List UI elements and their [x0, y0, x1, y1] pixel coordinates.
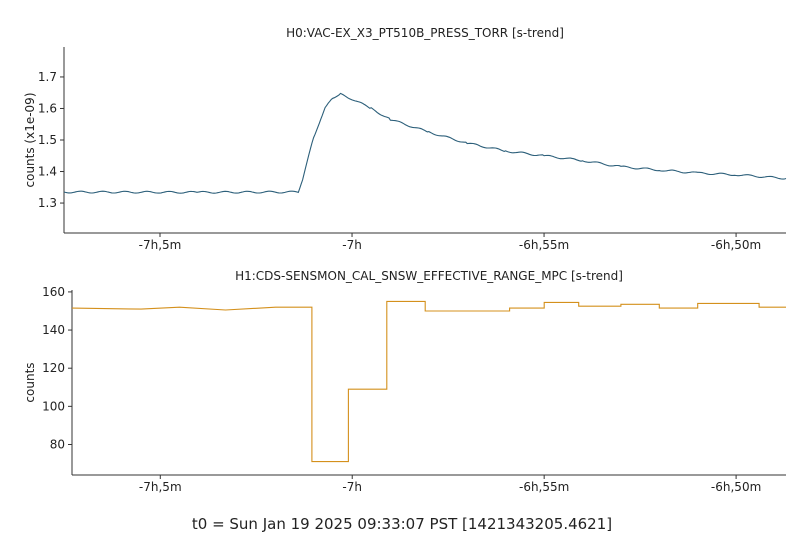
chart-canvas: H0:VAC-EX_X3_PT510B_PRESS_TORR [s-trend]… — [23, 26, 787, 494]
chart1-ytick-label: 1.7 — [38, 70, 57, 84]
chart1-ytick-label: 1.3 — [38, 196, 57, 210]
chart2-ytick-label: 140 — [42, 323, 65, 337]
chart2-ytick-label: 100 — [42, 399, 65, 413]
chart1-xtick-label: -6h,50m — [711, 238, 761, 252]
chart2-ytick-label: 80 — [50, 437, 65, 451]
chart1-ytick-label: 1.6 — [38, 101, 57, 115]
chart2-xtick-label: -7h,5m — [139, 480, 182, 494]
chart2-title: H1:CDS-SENSMON_CAL_SNSW_EFFECTIVE_RANGE_… — [235, 269, 623, 283]
chart1-ylabel: counts (x1e-09) — [23, 92, 37, 187]
chart1-series-line — [63, 92, 787, 194]
chart2-ylabel: counts — [23, 362, 37, 402]
chart1-xtick-label: -7h — [342, 238, 362, 252]
chart2-ytick-label: 120 — [42, 361, 65, 375]
chart2-ytick-label: 160 — [42, 285, 65, 299]
chart1-xtick-label: -6h,55m — [519, 238, 569, 252]
chart2-series-line — [71, 300, 786, 463]
chart2-xtick-label: -6h,50m — [711, 480, 761, 494]
time-origin-label: t0 = Sun Jan 19 2025 09:33:07 PST [14213… — [191, 515, 613, 533]
chart1-ytick-label: 1.5 — [38, 133, 57, 147]
chart1-ytick-label: 1.4 — [38, 165, 57, 179]
chart1-title: H0:VAC-EX_X3_PT510B_PRESS_TORR [s-trend] — [286, 26, 564, 40]
chart2-xtick-label: -6h,55m — [519, 480, 569, 494]
chart1-xtick-label: -7h,5m — [139, 238, 182, 252]
chart2-xtick-label: -7h — [342, 480, 362, 494]
